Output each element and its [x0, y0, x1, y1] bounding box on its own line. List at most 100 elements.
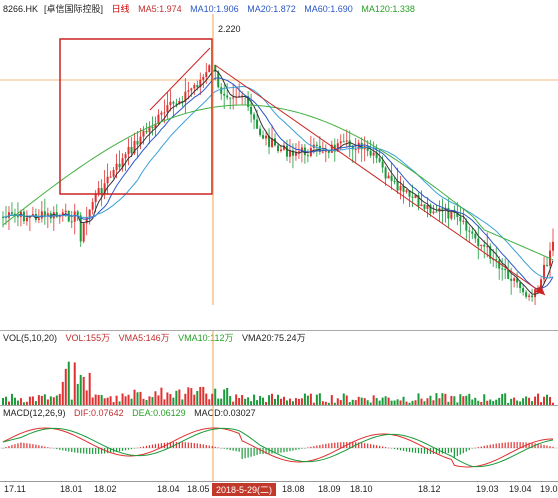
volume-bar: [52, 397, 55, 406]
candle-body: [435, 211, 438, 213]
macd-histogram-bar: [399, 448, 402, 451]
macd-histogram-bar: [543, 444, 545, 448]
ma10-label: MA10:1.906: [190, 4, 239, 14]
volume-bar: [70, 399, 73, 406]
macd-histogram-bar: [187, 442, 189, 448]
volume-bar: [73, 362, 76, 406]
volume-bar: [178, 389, 181, 406]
candle-body: [40, 211, 43, 219]
candle-body: [187, 90, 190, 92]
macd-histogram-bar: [492, 444, 494, 448]
volume-bar: [363, 398, 366, 406]
volume-bar: [49, 396, 52, 406]
volume-bar: [100, 394, 103, 406]
macd-histogram-bar: [145, 445, 148, 448]
candle-body: [378, 158, 381, 162]
volume-bar: [393, 400, 396, 406]
macd-histogram-bar: [289, 448, 291, 452]
volume-bar: [390, 400, 393, 406]
macd-histogram-bar: [226, 448, 228, 450]
candle-body: [396, 181, 399, 191]
macd-histogram-bar: [364, 443, 366, 448]
candle-body: [103, 183, 106, 194]
macd-histogram-bar: [358, 442, 360, 448]
candle-body: [259, 128, 262, 136]
macd-histogram-bar: [17, 443, 19, 448]
vol-value: VOL:155万: [65, 333, 111, 343]
macd-histogram-bar: [319, 444, 321, 448]
candle-body: [217, 71, 220, 88]
macd-histogram-bar: [110, 448, 112, 453]
candle-body: [282, 145, 285, 150]
macd-histogram-bar: [169, 442, 171, 448]
date-tick: 18.12: [418, 484, 441, 494]
volume-pane[interactable]: VOL(5,10,20) VOL:155万 VMA5:146万 VMA10:11…: [0, 330, 558, 406]
macd-histogram-bar: [495, 443, 497, 448]
macd-histogram-bar: [322, 444, 324, 448]
macd-histogram-bar: [50, 447, 52, 449]
volume-bar: [384, 396, 387, 406]
price-pane[interactable]: 8266.HK [卓信国际控股] 日线 MA5:1.974 MA10:1.906 …: [0, 0, 558, 305]
ma60-line: [2, 104, 554, 261]
volume-bar: [2, 397, 4, 406]
candle-body: [381, 161, 384, 168]
candle-body: [468, 230, 471, 232]
macd-histogram-bar: [115, 448, 118, 452]
volume-bar: [109, 396, 112, 406]
candle-body: [387, 175, 390, 179]
macd-histogram-bar: [38, 445, 40, 448]
volume-bar: [106, 397, 109, 406]
macd-histogram-bar: [513, 442, 515, 448]
date-tick: 18.04: [157, 484, 180, 494]
candle-body: [151, 126, 154, 129]
macd-chart[interactable]: [0, 406, 558, 482]
macd-pane[interactable]: MACD(12,26,9) DIF:0.07642 DEA:0.06129 MA…: [0, 405, 558, 482]
macd-histogram-bar: [390, 448, 393, 449]
macd-histogram-bar: [29, 443, 31, 448]
candle-body: [43, 211, 46, 217]
volume-bar: [4, 396, 7, 406]
macd-histogram-bar: [486, 445, 488, 448]
macd-histogram-bar: [59, 448, 61, 450]
price-chart[interactable]: [0, 0, 558, 305]
volume-bar: [546, 394, 549, 406]
candle-body: [300, 147, 303, 152]
volume-bar: [226, 387, 229, 406]
macd-histogram-bar: [393, 448, 396, 450]
macd-histogram-bar: [367, 443, 369, 448]
vma5-value: VMA5:146万: [118, 333, 170, 343]
macd-histogram-bar: [552, 446, 554, 448]
macd-histogram-bar: [193, 443, 195, 448]
volume-bar: [495, 399, 498, 406]
macd-histogram-bar: [244, 448, 246, 459]
volume-bar: [67, 361, 70, 406]
volume-bar: [154, 391, 157, 406]
macd-histogram-bar: [459, 448, 461, 455]
volume-bar: [510, 398, 513, 406]
volume-bar: [94, 394, 97, 406]
candle-body: [519, 282, 522, 289]
candle-body: [7, 212, 10, 218]
macd-histogram-bar: [208, 445, 210, 448]
volume-bar: [220, 398, 223, 406]
candle-body: [136, 140, 139, 145]
volume-bar: [124, 396, 127, 406]
volume-bar: [229, 396, 232, 406]
candle-body: [489, 246, 492, 259]
macd-histogram-bar: [247, 448, 249, 458]
volume-bar: [196, 390, 199, 406]
candle-body: [420, 204, 423, 207]
dif-value: DIF:0.07642: [74, 408, 124, 418]
volume-bar: [519, 401, 522, 406]
macd-histogram-bar: [136, 447, 139, 449]
volume-chart[interactable]: [0, 331, 558, 406]
macd-histogram-bar: [95, 448, 97, 454]
macd-histogram-bar: [217, 447, 219, 448]
candle-body: [279, 149, 282, 152]
volume-bar: [184, 393, 187, 406]
volume-bar: [288, 398, 291, 406]
candle-body: [100, 188, 103, 194]
macd-histogram-bar: [92, 448, 94, 454]
candle-body: [393, 180, 396, 182]
volume-bar: [31, 396, 34, 406]
